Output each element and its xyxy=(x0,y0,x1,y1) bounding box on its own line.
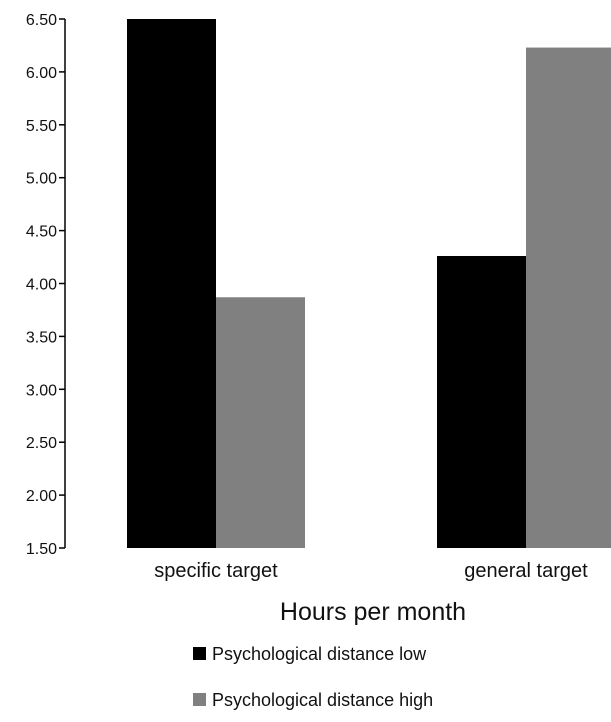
y-axis-ticks: 6.50 6.00 5.50 5.00 4.50 4.00 3.50 3.00 2.50 2.00… xyxy=(26,12,65,558)
y-tick-label: 2.00 xyxy=(26,488,57,505)
legend-label: Psychological distance low xyxy=(212,644,427,664)
y-tick-label: 3.50 xyxy=(26,329,57,346)
legend: Psychological distance low Psychological … xyxy=(193,644,433,710)
y-tick-label: 4.00 xyxy=(26,277,57,294)
legend-swatch xyxy=(193,647,206,660)
x-axis-ticks: specific target general target xyxy=(154,560,588,582)
y-tick-label: 2.50 xyxy=(26,435,57,452)
y-tick-label: 1.50 xyxy=(26,541,57,558)
bar-low-specific xyxy=(127,19,216,548)
x-tick-label: specific target xyxy=(154,560,278,582)
x-axis-title: Hours per month xyxy=(280,598,466,626)
y-tick-label: 4.50 xyxy=(26,224,57,241)
x-tick-label: general target xyxy=(464,560,588,582)
bars-layer xyxy=(127,19,611,548)
y-tick-label: 5.50 xyxy=(26,118,57,135)
bar-low-general xyxy=(437,255,526,548)
legend-swatch xyxy=(193,693,206,706)
y-tick-label: 6.00 xyxy=(26,65,57,82)
y-tick-label: 3.00 xyxy=(26,382,57,399)
y-tick-label: 5.00 xyxy=(26,171,57,188)
y-tick-label: 6.50 xyxy=(26,12,57,29)
bar-high-general xyxy=(526,47,611,548)
legend-label: Psychological distance high xyxy=(212,690,433,710)
bar-high-specific xyxy=(216,297,305,548)
